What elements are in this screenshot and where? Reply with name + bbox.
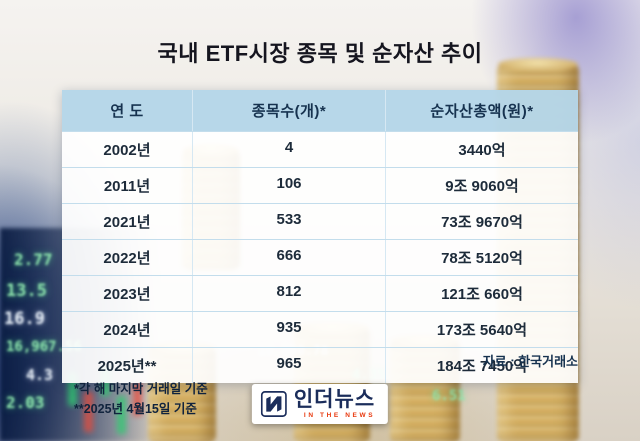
year-cell: 2024년 [103, 322, 151, 339]
footnotes: *각 해 마지막 거래일 기준 **2025년 4월15일 기준 [74, 379, 208, 419]
candle-bar [117, 396, 126, 434]
table-row: 2025년** 965 184조 7450억 [62, 347, 578, 383]
assets-cell: 78조 5120억 [385, 240, 578, 275]
table-row: 2011년 106 9조 9060억 [62, 167, 578, 203]
candle-bar [68, 372, 77, 406]
footnote-line: *각 해 마지막 거래일 기준 [74, 382, 208, 396]
count-cell: 4 [192, 132, 385, 167]
count-cell: 666 [192, 240, 385, 275]
table-row: 2022년 666 78조 5120억 [62, 239, 578, 275]
etf-data-table: 연 도 종목수(개)* 순자산총액(원)* 2002년 4 3440억 2011… [62, 90, 578, 383]
year-cell: 2025년** [97, 358, 157, 375]
logo-tagline: IN THE NEWS [303, 412, 376, 419]
year-cell: 2002년 [103, 142, 151, 159]
table-row: 2021년 533 73조 9670억 [62, 203, 578, 239]
candle-bar [133, 382, 142, 416]
assets-cell: 121조 660억 [385, 276, 578, 311]
table-row: 2002년 4 3440억 [62, 131, 578, 167]
year-cell: 2022년 [103, 250, 151, 267]
assets-cell: 73조 9670억 [385, 204, 578, 239]
year-cell: 2011년 [103, 178, 151, 195]
inthenews-logo-icon [260, 391, 287, 417]
page-title: 국내 ETF시장 종목 및 순자산 추이 [157, 41, 483, 66]
assets-cell: 3440억 [385, 132, 578, 167]
count-cell: 812 [192, 276, 385, 311]
column-header-year: 연 도 [110, 103, 144, 120]
count-cell: 935 [192, 312, 385, 347]
footnote-line: **2025년 4월15일 기준 [74, 402, 197, 416]
count-cell: 106 [192, 168, 385, 203]
source-credit: 자료 : 한국거래소 [482, 354, 578, 369]
assets-cell: 184조 7450억 [385, 348, 578, 383]
assets-cell: 9조 9060억 [385, 168, 578, 203]
candle-bar [84, 392, 93, 432]
table-row: 2023년 812 121조 660억 [62, 275, 578, 311]
table-row: 2024년 935 173조 5640억 [62, 311, 578, 347]
count-cell: 965 [192, 348, 385, 383]
column-header-count: 종목수(개)* [192, 90, 385, 131]
count-cell: 533 [192, 204, 385, 239]
inthenews-logo: 인더뉴스 IN THE NEWS [251, 384, 389, 424]
logo-text-block: 인더뉴스 IN THE NEWS [294, 389, 375, 419]
year-cell: 2023년 [103, 286, 151, 303]
column-header-assets: 순자산총액(원)* [385, 90, 578, 131]
logo-name: 인더뉴스 [293, 388, 376, 411]
assets-cell: 173조 5640억 [385, 312, 578, 347]
year-cell: 2021년 [103, 214, 151, 231]
table-header-row: 연 도 종목수(개)* 순자산총액(원)* [62, 90, 578, 131]
